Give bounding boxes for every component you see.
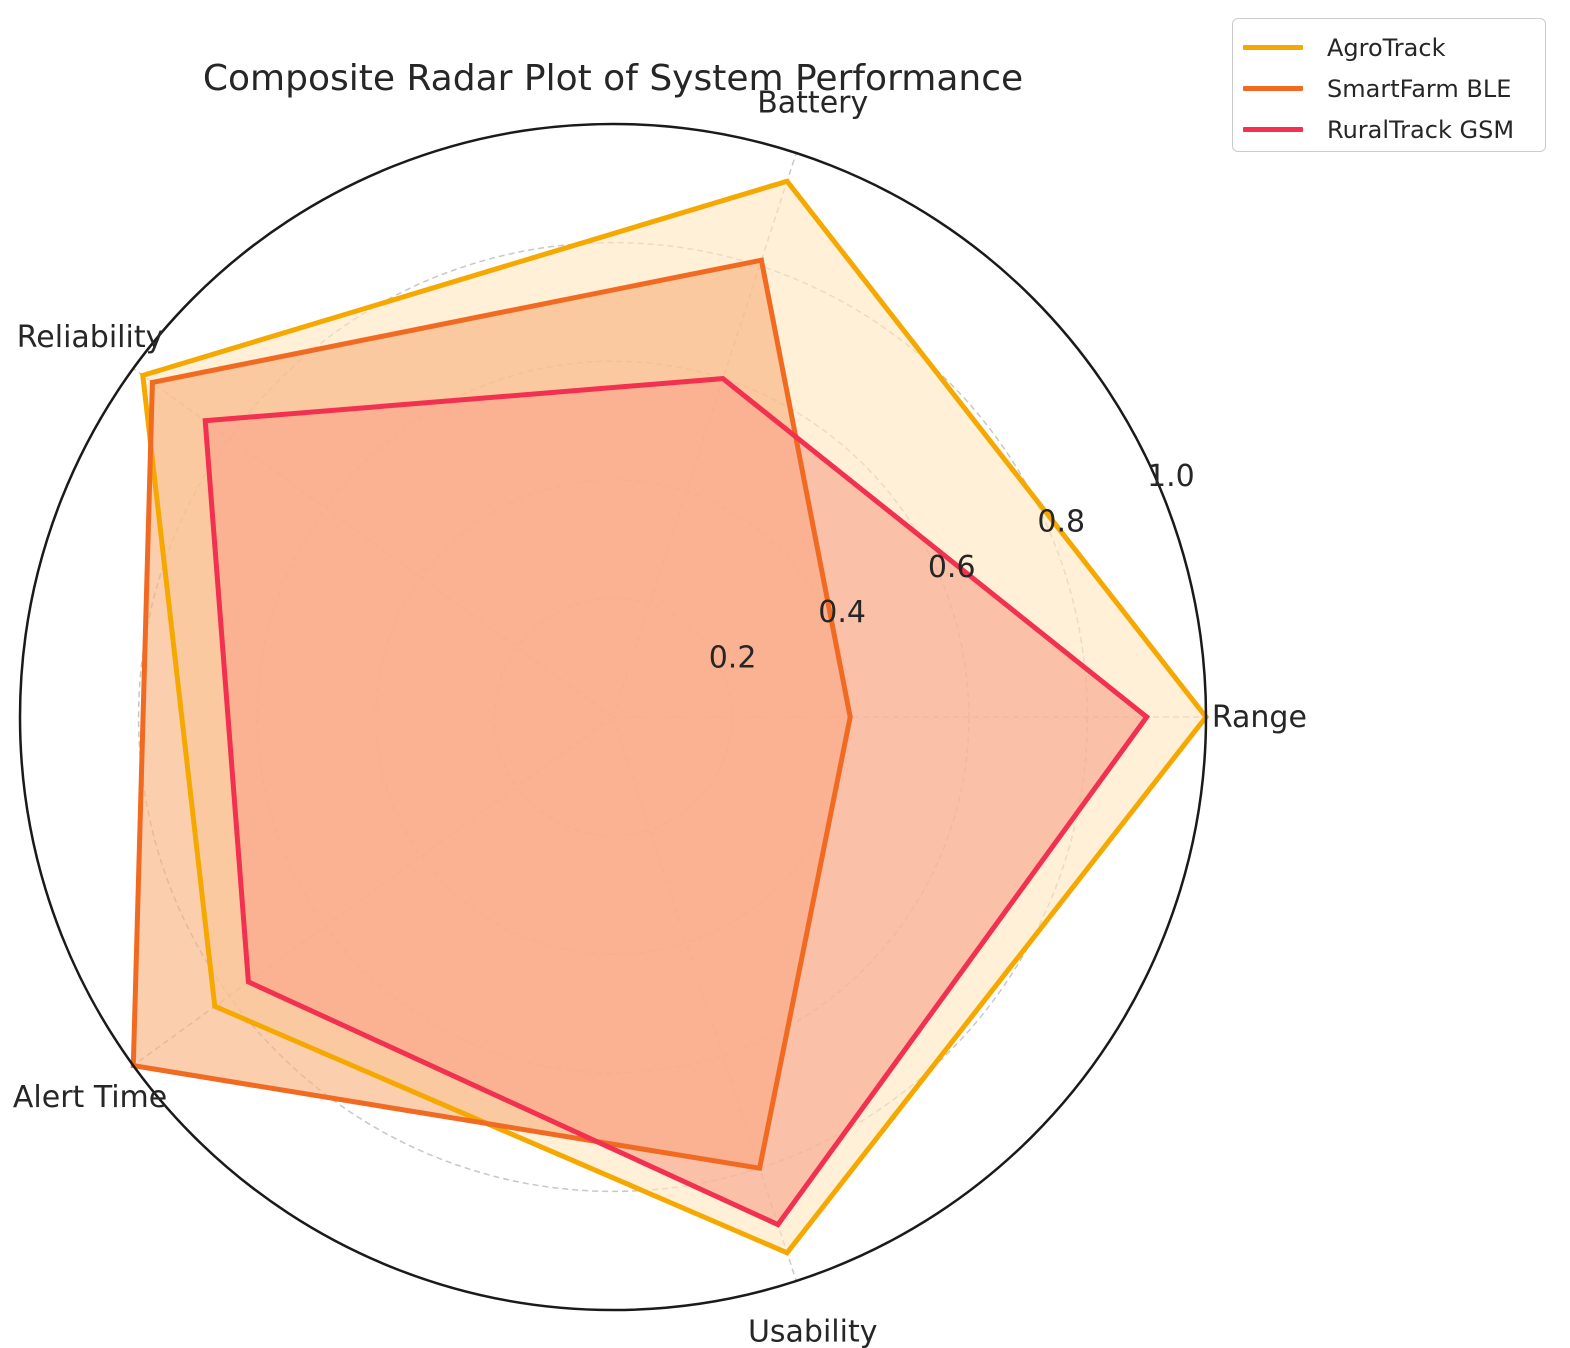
radial-tick-label: 0.6	[928, 550, 976, 585]
legend-item-agrotrack[interactable]: AgroTrack	[1243, 27, 1545, 68]
series-line-2	[202, 376, 1151, 1228]
legend-label: RuralTrack GSM	[1327, 115, 1515, 144]
outer-frame	[18, 122, 1208, 1312]
chart-title: Composite Radar Plot of System Performan…	[202, 58, 1024, 99]
radial-tick-label: 0.4	[818, 595, 866, 630]
series-fill-2	[205, 378, 1147, 1225]
frame-layer	[18, 122, 1208, 1312]
label-layer: 0.2 0.4 0.6 0.8 1.0 Range Battery Reliability Al…	[13, 85, 1307, 1348]
axis-label: Usability	[748, 1315, 878, 1348]
series-layer	[130, 178, 1210, 1256]
legend-swatch	[1243, 127, 1303, 132]
legend-label: AgroTrack	[1327, 33, 1446, 62]
series-line-1	[130, 257, 853, 1172]
legend-label: SmartFarm BLE	[1327, 74, 1512, 103]
legend-swatch	[1243, 45, 1303, 50]
axis-label: Alert Time	[13, 1080, 167, 1115]
legend: AgroTrack SmartFarm BLE RuralTrack GSM	[1232, 18, 1546, 152]
axis-label: Battery	[757, 85, 868, 120]
legend-item-ruraltrack-gsm[interactable]: RuralTrack GSM	[1243, 109, 1545, 150]
legend-item-smartfarm-ble[interactable]: SmartFarm BLE	[1243, 68, 1545, 109]
radial-tick-label: 0.2	[709, 641, 757, 676]
radial-tick-label: 0.8	[1037, 504, 1085, 539]
radial-tick-label: 1.0	[1147, 459, 1195, 494]
axis-label: Range	[1212, 700, 1307, 735]
series-line-0	[140, 178, 1210, 1256]
axis-label: Reliability	[17, 320, 164, 355]
legend-swatch	[1243, 86, 1303, 91]
